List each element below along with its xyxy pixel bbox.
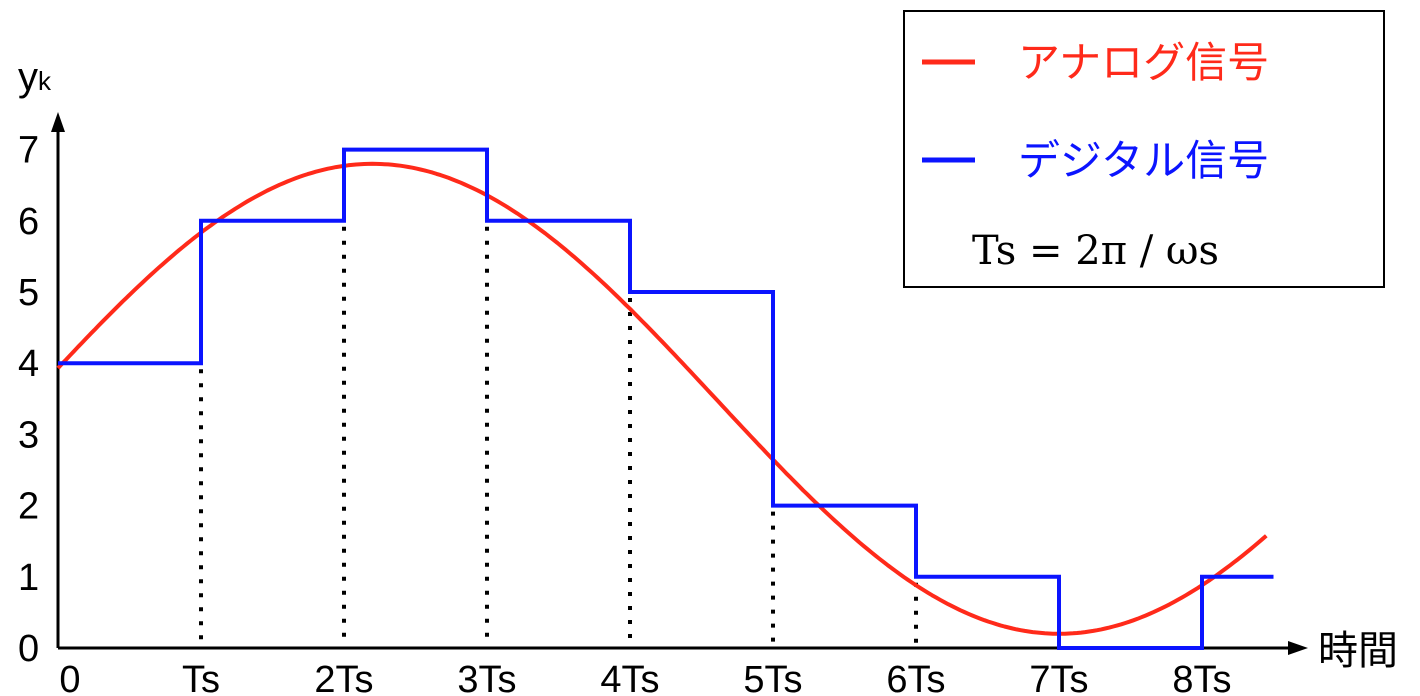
sampling-guides	[199, 226, 1204, 648]
x-tick-label-2: 2Ts	[314, 659, 373, 696]
y-tick-label-5: 5	[18, 272, 39, 314]
legend: アナログ信号 デジタル信号 Ts = 2π / ωs	[903, 10, 1385, 288]
y-axis-label: yk	[18, 55, 52, 99]
y-tick-label-3: 3	[18, 414, 39, 456]
legend-digital-label: デジタル信号	[1018, 136, 1269, 185]
y-tick-label-6: 6	[18, 201, 39, 243]
x-tick-label-0: 0	[59, 659, 80, 696]
x-tick-label-4: 4Ts	[600, 659, 659, 696]
x-tick-label-7: 7Ts	[1029, 659, 1088, 696]
y-axis-arrow	[51, 112, 65, 132]
y-tick-label-2: 2	[18, 486, 39, 528]
x-tick-label-6: 6Ts	[886, 659, 945, 696]
x-tick-labels: 0 Ts 2Ts 3Ts 4Ts 5Ts 6Ts 7Ts 8Ts	[59, 659, 1231, 696]
y-tick-label-4: 4	[18, 343, 39, 385]
digital-signal-line	[58, 147, 1274, 650]
sampling-period-formula: Ts = 2π / ωs	[972, 228, 1219, 274]
legend-analog-label: アナログ信号	[1018, 38, 1269, 87]
analog-signal-line	[56, 161, 1268, 636]
y-tick-label-7: 7	[18, 130, 39, 172]
y-axis-label-main: y	[18, 55, 38, 99]
x-tick-label-1: Ts	[182, 659, 220, 696]
x-axis-arrow	[1288, 641, 1308, 655]
legend-box	[903, 10, 1385, 288]
y-tick-labels: 0 1 2 3 4 5 6 7	[18, 130, 39, 670]
x-tick-label-5: 5Ts	[743, 659, 802, 696]
x-tick-label-3: 3Ts	[457, 659, 516, 696]
y-tick-label-0: 0	[18, 628, 39, 670]
y-tick-label-1: 1	[18, 557, 39, 599]
x-tick-label-8: 8Ts	[1172, 659, 1231, 696]
x-axis-label: 時間	[1318, 629, 1398, 673]
y-axis-label-sub: k	[38, 66, 52, 96]
